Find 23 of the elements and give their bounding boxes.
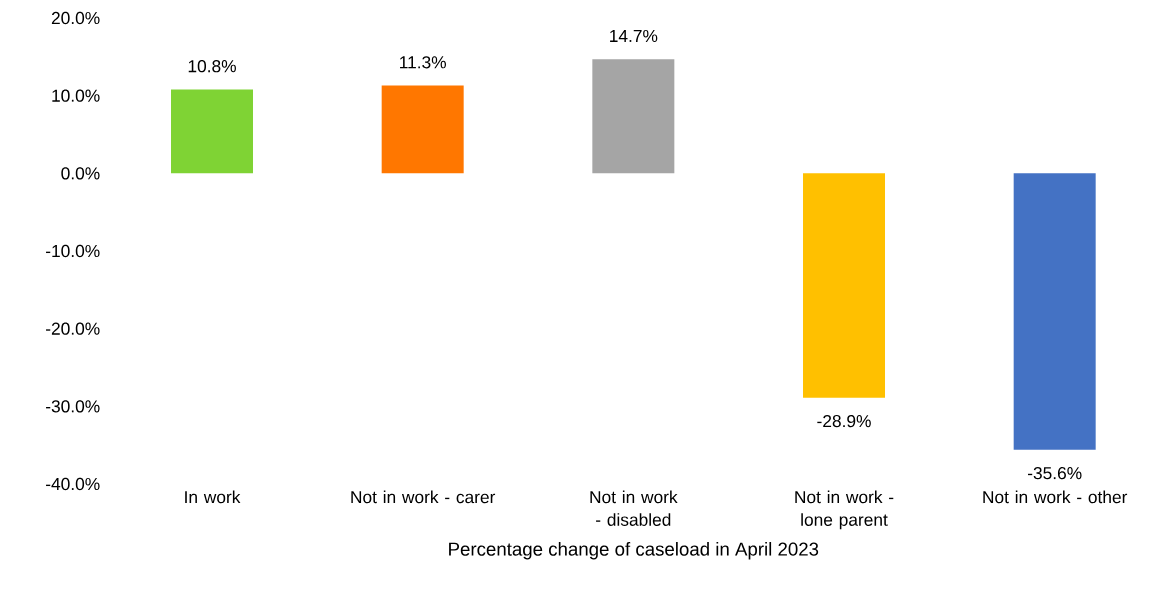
data-label: 14.7% [610, 29, 658, 43]
data-label: 11.3% [400, 56, 446, 69]
bar [171, 89, 253, 174]
y-tick-label: 10.0% [52, 89, 100, 102]
y-tick-label: 0.0% [61, 167, 100, 180]
data-label: -28.9% [817, 414, 871, 428]
y-tick-label: 20.0% [51, 11, 100, 25]
x-tick-label: Not in work - carer [351, 490, 496, 504]
bar [803, 173, 886, 398]
y-tick-label: -30.0% [46, 400, 100, 413]
x-tick-label: Not in work - other [983, 490, 1128, 504]
data-label: -35.6% [1027, 466, 1082, 480]
x-tick-label: In work [185, 490, 241, 504]
x-tick-label: Not in work - disabled [590, 490, 678, 526]
x-tick-label: Not in work - lone parent [795, 490, 894, 530]
x-axis-title: Percentage change of caseload in April 2023 [449, 542, 819, 560]
bar [592, 59, 675, 174]
bar [1013, 173, 1096, 450]
data-label: 10.8% [188, 60, 236, 73]
y-tick-label: -10.0% [46, 244, 100, 258]
y-tick-label: -40.0% [46, 477, 100, 491]
y-tick-label: -20.0% [46, 322, 100, 335]
bar [381, 85, 464, 174]
